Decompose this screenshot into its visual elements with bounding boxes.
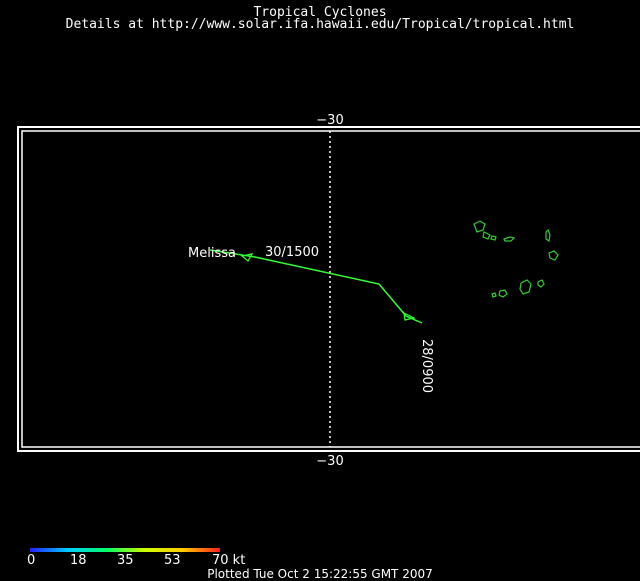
island bbox=[491, 292, 497, 298]
island bbox=[482, 231, 491, 240]
legend-label-70: 70 kt bbox=[212, 553, 246, 568]
legend-label-53: 53 bbox=[164, 553, 181, 568]
lat-label-bottom: −30 bbox=[316, 454, 343, 469]
map-frame-inner bbox=[21, 130, 640, 448]
island bbox=[503, 236, 516, 242]
map-title: Tropical Cyclones bbox=[253, 5, 387, 20]
lat-label-top: −30 bbox=[316, 113, 343, 128]
plotted-timestamp: Plotted Tue Oct 2 15:22:55 GMT 2007 bbox=[207, 567, 433, 581]
legend-label-0: 0 bbox=[27, 553, 36, 568]
island bbox=[473, 220, 486, 233]
storm-name-label: Melissa bbox=[188, 246, 236, 261]
island bbox=[519, 279, 532, 295]
storm-time-label-start: 28/0900 bbox=[419, 339, 434, 393]
island bbox=[545, 228, 551, 243]
island bbox=[537, 279, 545, 288]
map-frame-outer bbox=[17, 126, 640, 452]
storm-symbol-end bbox=[240, 253, 254, 262]
storm-time-label-end: 30/1500 bbox=[265, 245, 319, 260]
island-group bbox=[473, 220, 559, 298]
island bbox=[548, 250, 559, 261]
storm-track-line bbox=[209, 249, 423, 324]
island bbox=[498, 289, 508, 298]
storm-track bbox=[209, 249, 423, 324]
island bbox=[490, 235, 497, 241]
legend-label-35: 35 bbox=[117, 553, 134, 568]
wind-speed-color-bar bbox=[30, 548, 220, 552]
legend-label-18: 18 bbox=[70, 553, 87, 568]
map-subtitle: Details at http://www.solar.ifa.hawaii.e… bbox=[65, 17, 575, 32]
storm-symbol-start bbox=[403, 311, 416, 321]
